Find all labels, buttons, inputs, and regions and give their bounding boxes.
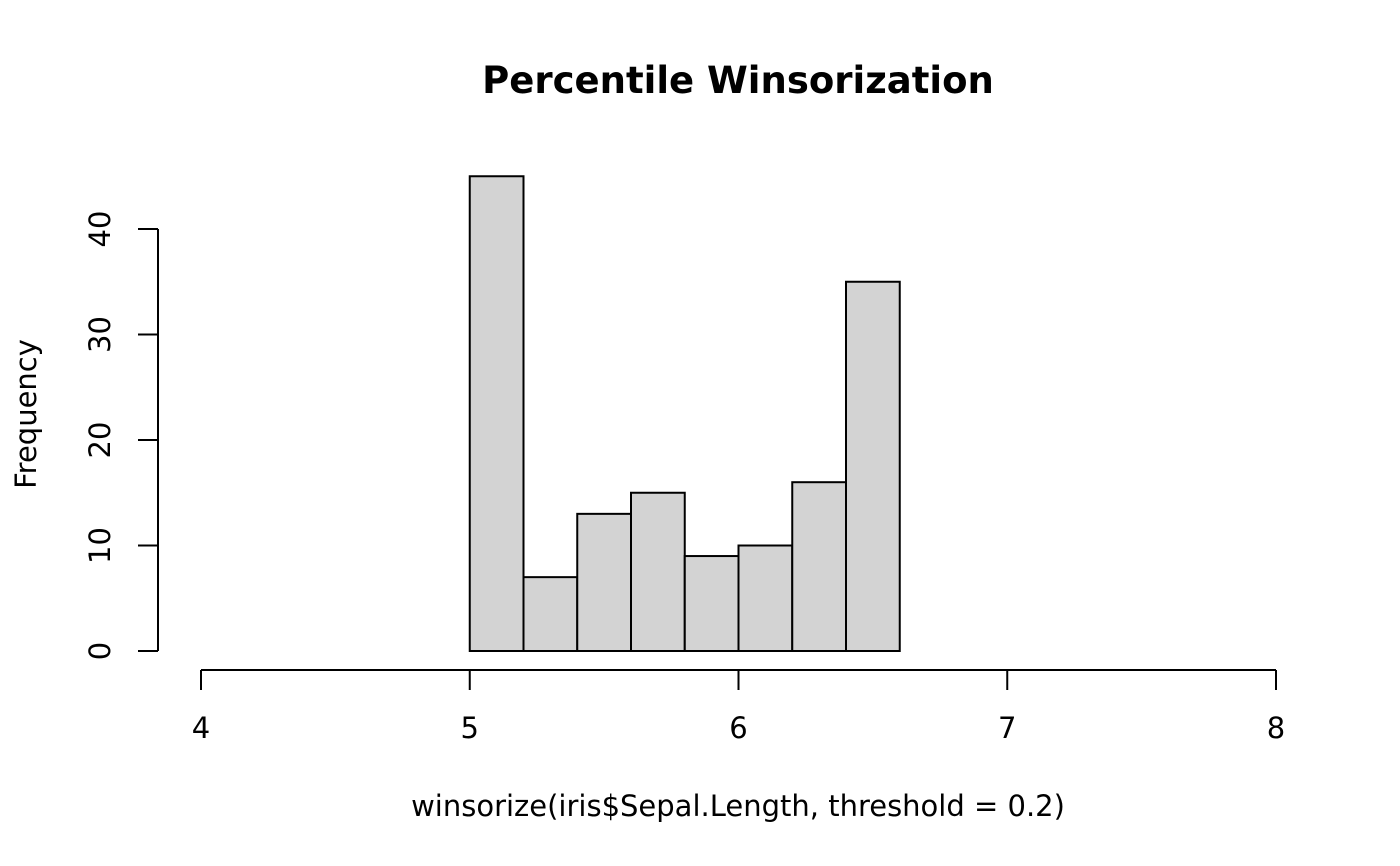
x-axis: 4 5 6 7 8 [192, 669, 1285, 745]
x-tick-label: 4 [192, 711, 210, 745]
x-tick-label: 8 [1267, 711, 1285, 745]
histogram-bar [683, 555, 740, 652]
y-axis: 0 10 20 30 40 [83, 211, 159, 660]
histogram-bar [791, 481, 847, 653]
y-tick-label: 0 [83, 642, 117, 660]
histogram-bar [630, 491, 686, 652]
histogram-bar [522, 576, 579, 653]
chart-title: Percentile Winsorization [482, 59, 994, 102]
x-tick-label: 5 [461, 711, 479, 745]
x-tick-label: 6 [729, 711, 747, 745]
x-tick-label: 7 [998, 711, 1016, 745]
y-tick-label: 30 [83, 316, 117, 353]
y-tick-label: 10 [83, 527, 117, 564]
histogram-bar [576, 512, 632, 652]
histogram-bar [845, 280, 901, 652]
y-axis-label: Frequency [9, 339, 43, 489]
y-tick-label: 20 [83, 422, 117, 459]
histogram-bar [737, 544, 794, 652]
histogram-bar [468, 175, 525, 652]
x-axis-label: winsorize(iris$Sepal.Length, threshold =… [411, 789, 1065, 823]
bars-group [468, 175, 901, 653]
y-tick-label: 40 [83, 211, 117, 248]
